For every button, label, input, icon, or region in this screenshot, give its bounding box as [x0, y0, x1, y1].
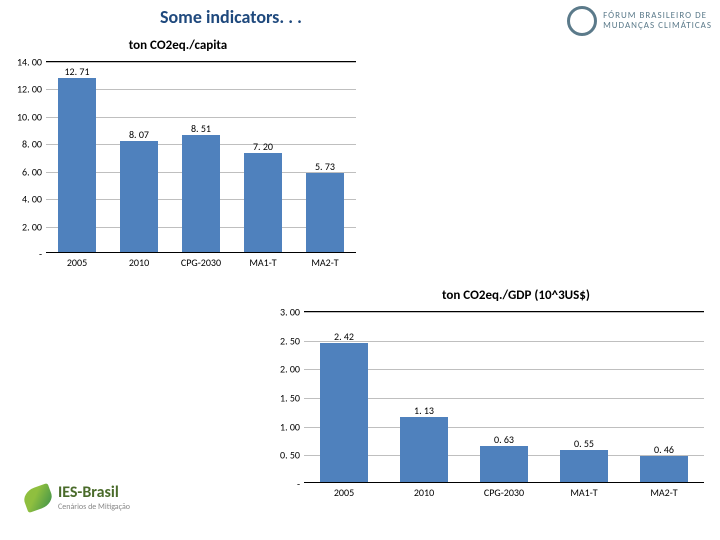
chart-bottom-title: ton CO2eq./GDP (10^3US$): [258, 288, 704, 303]
leaf-icon: [21, 482, 55, 512]
bar-slot: 12. 712005: [46, 62, 108, 252]
logo-ies-sub: Cenários de Mitigação: [58, 502, 130, 512]
bar-value-label: 2. 42: [320, 330, 368, 343]
logo-forum-line2: MUDANÇAS CLIMÁTICAS: [603, 21, 712, 31]
y-tick-label: 8. 00: [22, 138, 46, 151]
category-label: CPG-2030: [464, 482, 544, 499]
chart-per-capita: ton CO2eq./capita -2. 004. 006. 008. 001…: [0, 38, 356, 253]
bar-slot: 0. 55MA1-T: [544, 312, 624, 482]
bar-value-label: 5. 73: [306, 160, 343, 173]
category-label: MA2-T: [624, 482, 704, 499]
category-label: 2010: [108, 252, 170, 269]
bar-value-label: 8. 51: [182, 122, 219, 135]
chart-per-gdp: ton CO2eq./GDP (10^3US$) -0. 501. 001. 5…: [258, 288, 704, 483]
chart-top-plot: -2. 004. 006. 008. 0010. 0012. 0014. 001…: [46, 61, 356, 253]
y-tick-label: 10. 00: [17, 110, 46, 123]
y-tick-label: 3. 00: [280, 306, 304, 319]
logo-forum: FÓRUM BRASILEIRO DE MUDANÇAS CLIMÁTICAS: [567, 6, 712, 36]
bar: 8. 07: [120, 141, 157, 252]
bar-slot: 0. 46MA2-T: [624, 312, 704, 482]
category-label: MA1-T: [544, 482, 624, 499]
globe-icon: [567, 6, 597, 36]
bar-value-label: 12. 71: [58, 65, 95, 78]
bar: 8. 51: [182, 135, 219, 252]
bar-slot: 1. 132010: [384, 312, 464, 482]
bar-slot: 0. 63CPG-2030: [464, 312, 544, 482]
bar: 7. 20: [244, 153, 281, 252]
chart-top-title: ton CO2eq./capita: [0, 38, 356, 53]
y-tick-label: 1. 50: [280, 392, 304, 405]
bar: 1. 13: [400, 417, 448, 482]
category-label: 2005: [46, 252, 108, 269]
y-tick-label: 2. 50: [280, 334, 304, 347]
bar: 0. 63: [480, 446, 528, 482]
category-label: MA1-T: [232, 252, 294, 269]
bar: 0. 55: [560, 450, 608, 482]
y-tick-label: 4. 00: [22, 193, 46, 206]
category-label: MA2-T: [294, 252, 356, 269]
bar-slot: 8. 072010: [108, 62, 170, 252]
chart-bottom-plot: -0. 501. 001. 502. 002. 503. 002. 422005…: [304, 311, 704, 483]
bar-slot: 2. 422005: [304, 312, 384, 482]
bar: 0. 46: [640, 456, 688, 482]
y-tick-label: -: [39, 248, 46, 261]
bar-slot: 7. 20MA1-T: [232, 62, 294, 252]
bar-slot: 5. 73MA2-T: [294, 62, 356, 252]
bar-value-label: 0. 46: [640, 443, 688, 456]
page-title: Some indicators. . .: [160, 6, 302, 28]
y-tick-label: 12. 00: [17, 83, 46, 96]
y-tick-label: 2. 00: [22, 220, 46, 233]
bar-value-label: 0. 55: [560, 437, 608, 450]
y-tick-label: 14. 00: [17, 56, 46, 69]
logo-ies-name: IES-Brasil: [58, 483, 130, 502]
logo-ies: IES-Brasil Cenários de Mitigação: [24, 483, 130, 512]
y-tick-label: 1. 00: [280, 420, 304, 433]
bar: 5. 73: [306, 173, 343, 252]
y-tick-label: 2. 00: [280, 363, 304, 376]
y-tick-label: 6. 00: [22, 165, 46, 178]
y-tick-label: 0. 50: [280, 449, 304, 462]
y-tick-label: -: [297, 478, 304, 491]
category-label: 2010: [384, 482, 464, 499]
bar-value-label: 1. 13: [400, 404, 448, 417]
bar-value-label: 7. 20: [244, 140, 281, 153]
bar-value-label: 8. 07: [120, 128, 157, 141]
category-label: CPG-2030: [170, 252, 232, 269]
bar-value-label: 0. 63: [480, 433, 528, 446]
bar: 12. 71: [58, 78, 95, 252]
category-label: 2005: [304, 482, 384, 499]
bar: 2. 42: [320, 343, 368, 482]
bar-slot: 8. 51CPG-2030: [170, 62, 232, 252]
